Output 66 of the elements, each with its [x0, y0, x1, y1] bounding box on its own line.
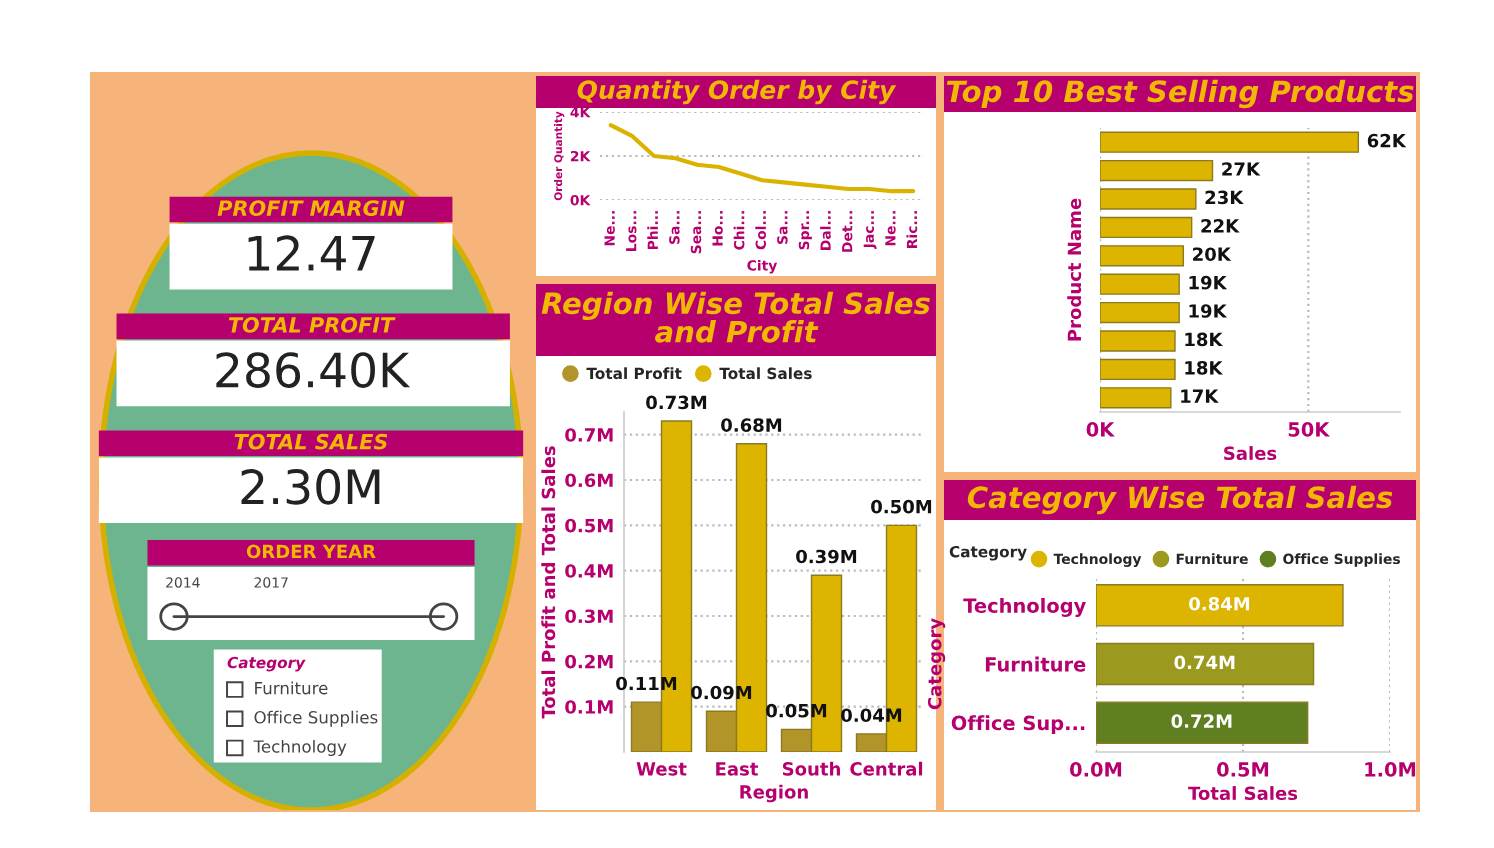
y-tick-label: 0.3M [565, 609, 613, 624]
bar [1100, 273, 1180, 295]
x-tick-label: 0.0M [1070, 762, 1122, 777]
x-axis-title: Total Sales [1188, 786, 1298, 801]
data-label: 27K [1222, 162, 1261, 176]
x-axis-title: Sales [1224, 446, 1277, 461]
data-label: 23K [1205, 190, 1244, 205]
chart-title: Top 10 Best Selling Products [946, 79, 1414, 109]
y-tick-label: Technology [963, 597, 1086, 617]
data-label: 17K [1181, 389, 1219, 403]
data-label: 18K [1185, 332, 1223, 347]
text: Technology [253, 739, 347, 757]
x-tick-label: 50K [1288, 422, 1330, 437]
bar [1100, 245, 1185, 267]
y-tick-label: 0.1M [565, 700, 613, 714]
text: Office Supplies [254, 710, 378, 727]
bar [1100, 330, 1176, 352]
data-label: 0.72M [1171, 714, 1232, 728]
data-label: 19K [1189, 304, 1228, 318]
text: Furniture [255, 681, 328, 695]
data-label: 22K [1201, 218, 1240, 233]
text: ORDER YEAR [246, 544, 376, 559]
bar [1100, 301, 1180, 324]
y-axis-title: Total Profit and Total Sales [541, 446, 556, 719]
x-axis-title: Region [740, 784, 808, 803]
text: PROFIT MARGIN [217, 200, 405, 216]
data-label: 0.39M [796, 549, 857, 564]
y-tick-label: Furniture [985, 656, 1086, 672]
chart-title: Quantity Order by City [577, 79, 897, 105]
x-tick-label: East [716, 762, 759, 776]
text: TOTAL SALES [234, 433, 388, 450]
data-label: 0.73M [646, 395, 707, 410]
bar [1100, 216, 1193, 239]
bar [1100, 159, 1214, 182]
data-label: 0.50M [871, 499, 932, 514]
y-tick-label: 0.2M [565, 654, 613, 669]
text: TOTAL PROFIT [228, 317, 396, 333]
text: 2.30M [241, 468, 380, 505]
data-label: 19K [1189, 275, 1228, 290]
x-tick-label: 1.0M [1365, 762, 1416, 777]
y-tick-label: Office Sup... [951, 715, 1085, 735]
text: 12.47 [248, 235, 375, 271]
x-tick-label: West [636, 762, 687, 776]
chart-title: Category Wise Total Sales [967, 485, 1393, 515]
bar [1100, 188, 1197, 210]
x-tick-label: Central [850, 761, 923, 776]
text: 286.40K [216, 352, 411, 388]
y-axis-title: Category [927, 618, 946, 710]
y-tick-label: 0.7M [565, 428, 613, 442]
y-tick-label: 0.5M [565, 518, 613, 533]
data-label: 0.74M [1174, 655, 1235, 670]
y-axis-title: Product Name [1067, 198, 1082, 341]
data-label: 18K [1185, 360, 1223, 375]
line-series [608, 123, 916, 194]
bar [1100, 358, 1176, 381]
data-label: 62K [1367, 133, 1407, 148]
y-tick-label: 0.4M [565, 564, 613, 578]
chart-title: Region Wise Total Sales and Profit [541, 291, 930, 343]
data-label: 0.68M [721, 418, 782, 432]
x-tick-label: South [782, 761, 840, 776]
data-label: 0.84M [1189, 596, 1250, 611]
data-label: 20K [1193, 247, 1232, 262]
x-tick-label: 0.5M [1217, 762, 1269, 777]
bar [1100, 387, 1172, 409]
bar [1100, 131, 1360, 153]
y-tick-label: 0.6M [565, 473, 613, 488]
